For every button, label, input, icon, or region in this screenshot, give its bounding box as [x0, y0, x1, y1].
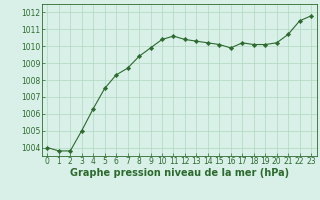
X-axis label: Graphe pression niveau de la mer (hPa): Graphe pression niveau de la mer (hPa): [70, 168, 289, 178]
